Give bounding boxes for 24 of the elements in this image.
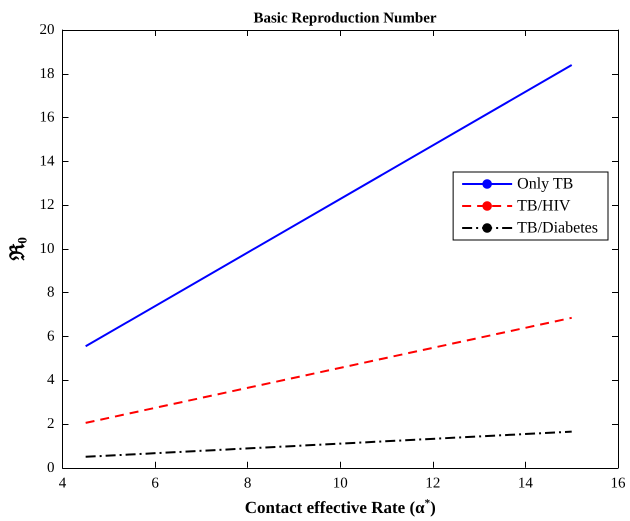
y-tick-label: 0 [47, 460, 54, 476]
x-tick-label: 4 [58, 475, 67, 492]
x-tick-label: 6 [151, 475, 160, 492]
y-tick-label: 4 [47, 372, 55, 388]
legend-label: TB/HIV [517, 198, 571, 214]
x-tick-label: 10 [332, 475, 348, 492]
y-axis-title: ℜ0 [7, 237, 30, 262]
y-tick-label: 20 [40, 22, 54, 38]
y-tick-label: 6 [47, 328, 55, 344]
x-tick-label: 12 [425, 475, 440, 492]
chart-title: Basic Reproduction Number [253, 10, 437, 26]
y-tick-label: 16 [40, 110, 55, 126]
y-tick-label: 2 [47, 416, 54, 432]
y-tick-label: 12 [40, 197, 54, 214]
legend-label: Only TB [517, 176, 574, 192]
x-tick-label: 14 [518, 475, 534, 492]
y-tick-label: 18 [40, 66, 54, 82]
x-tick-label: 8 [244, 475, 252, 492]
x-axis-title: Contact effective Rate (α*) [244, 497, 436, 517]
x-tick-label: 16 [610, 475, 626, 492]
y-tick-label: 10 [40, 240, 54, 257]
y-tick-label: 14 [40, 153, 55, 170]
legend-label: TB/Diabetes [517, 220, 598, 236]
y-tick-label: 8 [47, 284, 54, 301]
